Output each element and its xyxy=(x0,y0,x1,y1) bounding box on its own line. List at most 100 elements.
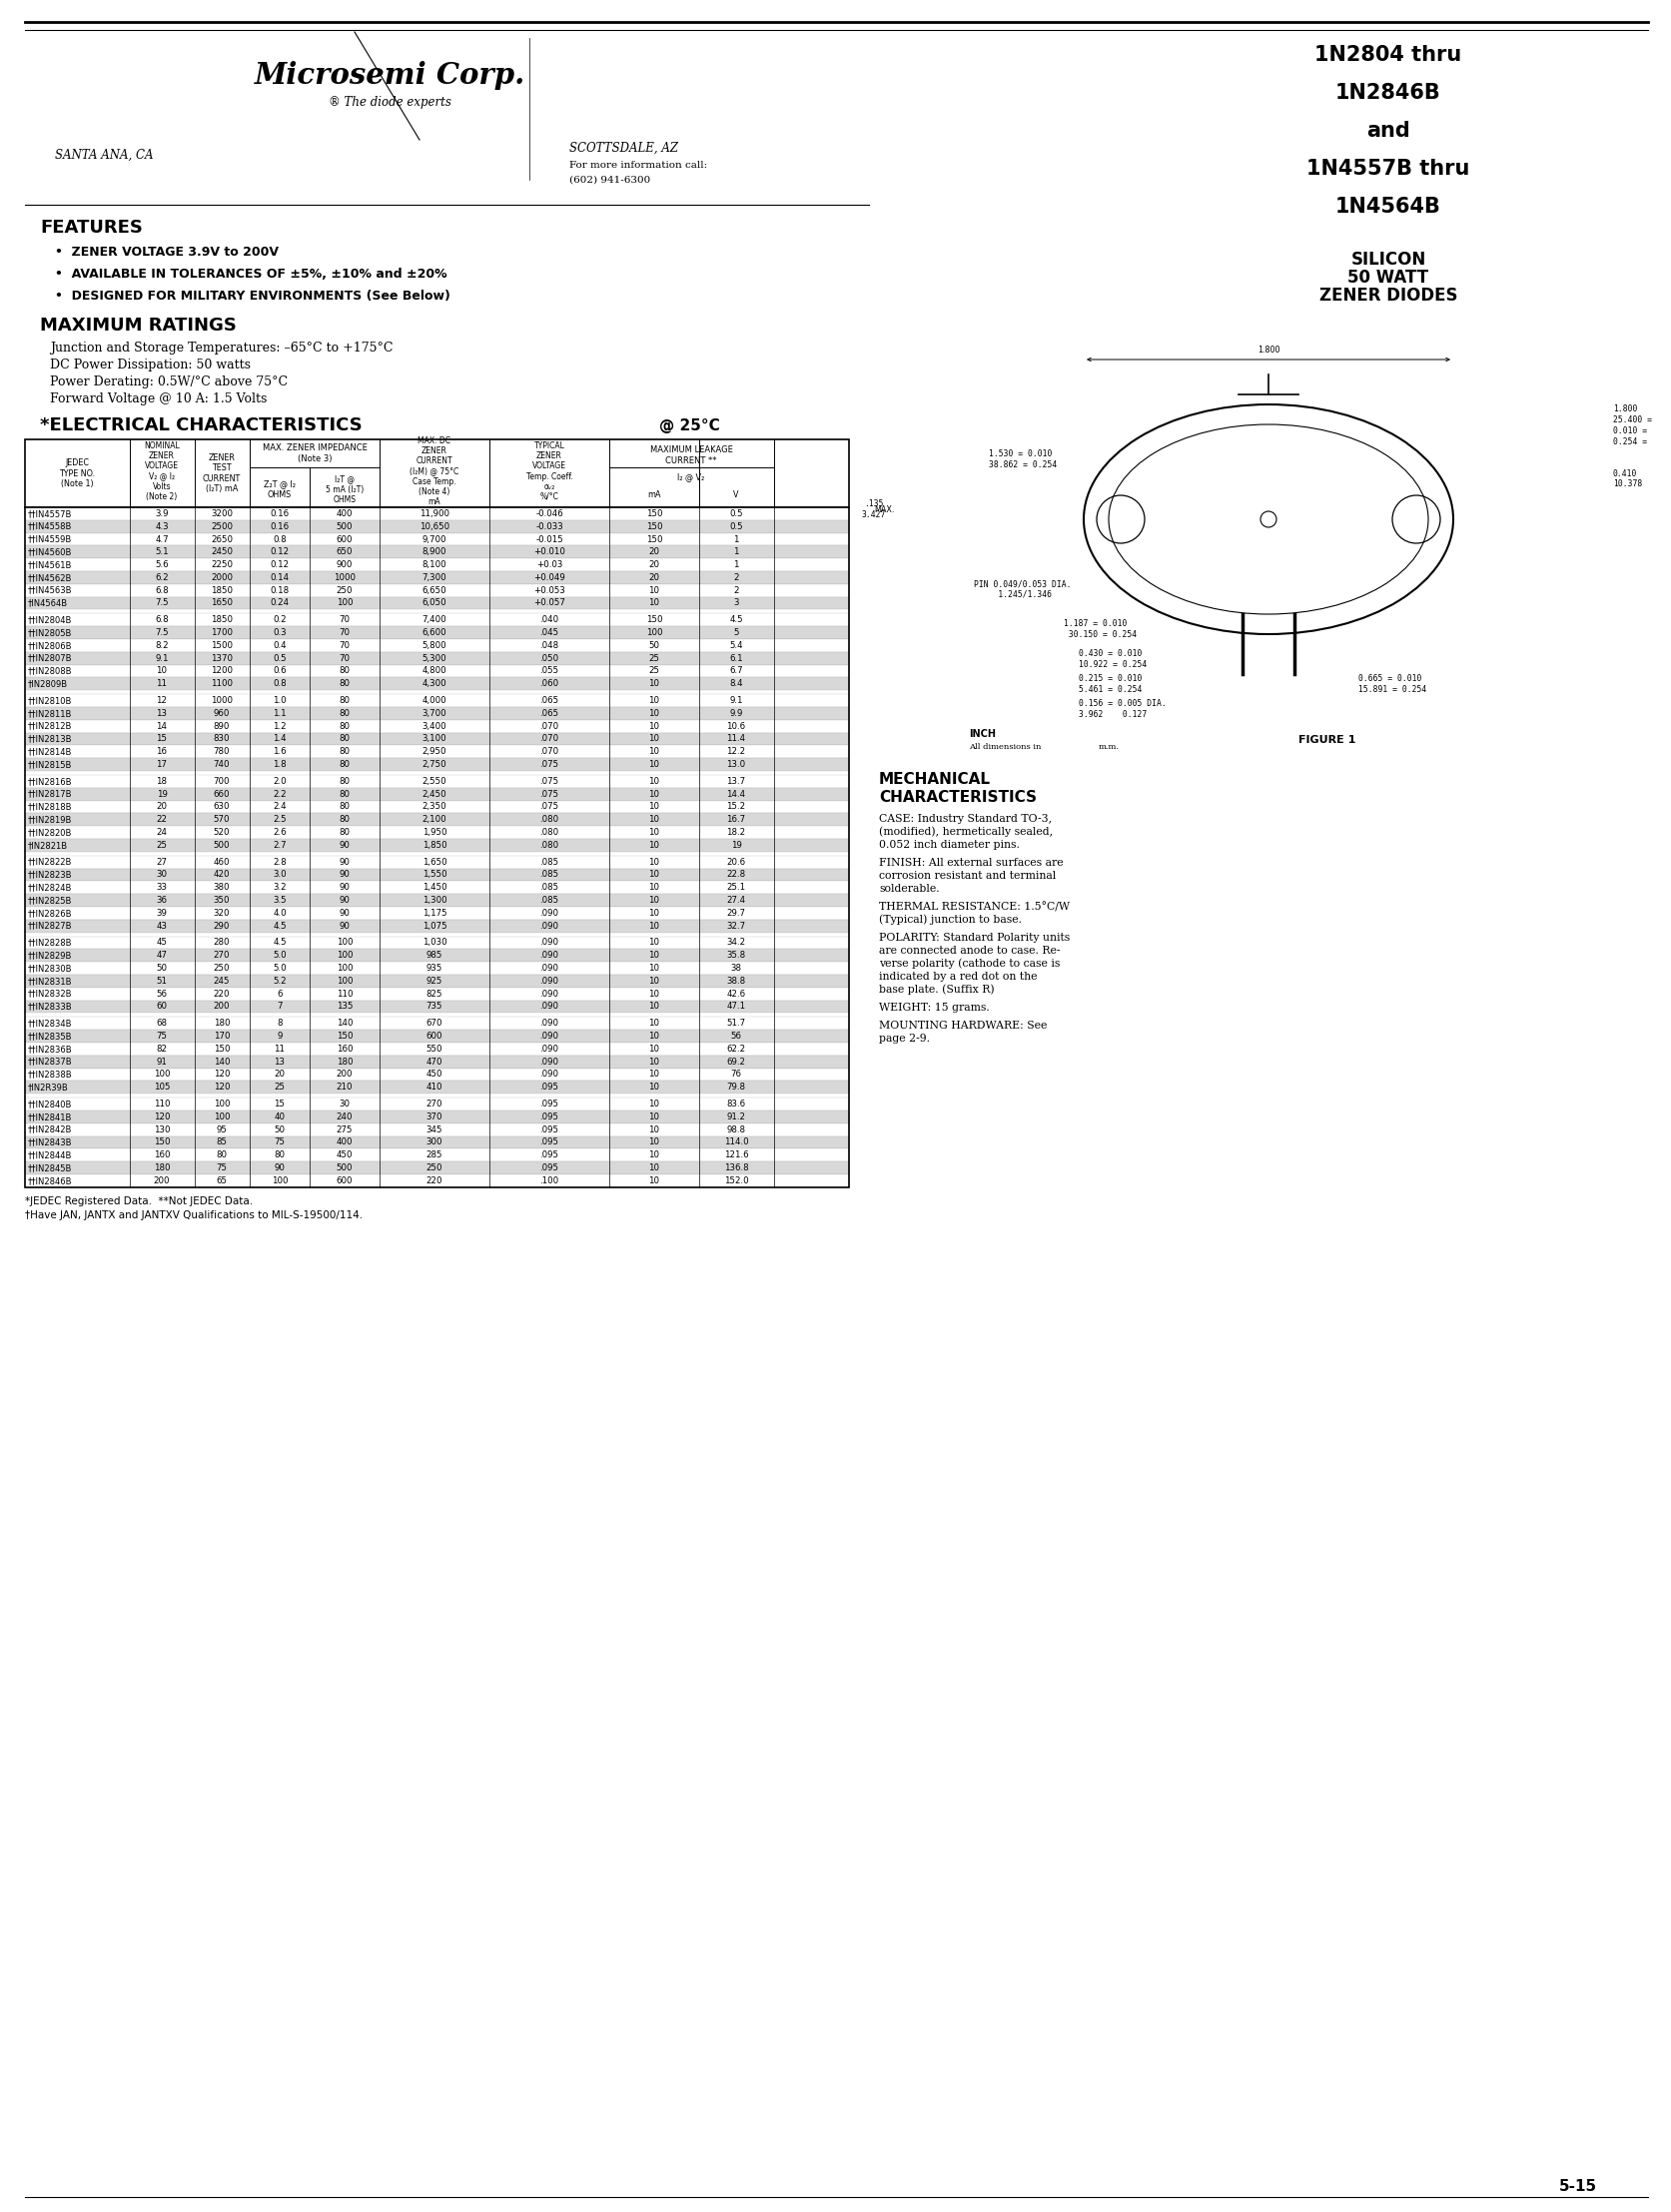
Text: 1,850: 1,850 xyxy=(423,841,446,849)
Text: mA: mA xyxy=(647,489,660,500)
Text: 935: 935 xyxy=(426,964,443,973)
Text: 200: 200 xyxy=(214,1002,231,1011)
Text: ††IN2842B: ††IN2842B xyxy=(28,1126,72,1135)
Text: 2.0: 2.0 xyxy=(272,776,286,785)
Text: 4.3: 4.3 xyxy=(155,522,169,531)
Text: 38.8: 38.8 xyxy=(727,975,745,987)
Text: .095: .095 xyxy=(540,1164,558,1172)
Text: 2,750: 2,750 xyxy=(423,761,446,770)
Text: 0.24: 0.24 xyxy=(271,599,289,608)
Text: 350: 350 xyxy=(214,896,231,905)
Text: 83.6: 83.6 xyxy=(727,1099,745,1108)
Text: PIN 0.049/0.053 DIA.
     1.245/1.346: PIN 0.049/0.053 DIA. 1.245/1.346 xyxy=(973,580,1071,599)
Text: MECHANICAL: MECHANICAL xyxy=(879,772,991,787)
Text: 19: 19 xyxy=(157,790,167,799)
Text: 10,650: 10,650 xyxy=(419,522,449,531)
Text: 105: 105 xyxy=(154,1084,170,1093)
Text: 4.5: 4.5 xyxy=(272,938,286,947)
Text: ††IN2815B: ††IN2815B xyxy=(28,761,72,770)
Text: 13.0: 13.0 xyxy=(727,761,745,770)
Text: 150: 150 xyxy=(336,1031,353,1040)
Text: 0.16: 0.16 xyxy=(271,522,289,531)
Text: 80: 80 xyxy=(339,816,349,825)
Text: 2250: 2250 xyxy=(211,560,232,568)
Bar xyxy=(25,1018,849,1031)
Text: 80: 80 xyxy=(339,761,349,770)
Text: ††IN2818B: ††IN2818B xyxy=(28,803,72,812)
Text: SILICON: SILICON xyxy=(1350,250,1425,268)
Text: 1.800: 1.800 xyxy=(1257,345,1278,354)
Text: .085: .085 xyxy=(540,858,558,867)
Text: 8.2: 8.2 xyxy=(155,641,169,650)
Bar xyxy=(25,571,849,584)
Text: 13: 13 xyxy=(155,708,167,719)
Text: 275: 275 xyxy=(336,1126,353,1135)
Text: 25: 25 xyxy=(155,841,167,849)
Text: 245: 245 xyxy=(214,975,231,987)
Text: 250: 250 xyxy=(426,1164,443,1172)
Bar xyxy=(25,695,849,708)
Bar xyxy=(25,962,849,975)
Text: 1.187 = 0.010
 30.150 = 0.254: 1.187 = 0.010 30.150 = 0.254 xyxy=(1063,619,1136,639)
Text: 3,100: 3,100 xyxy=(423,734,446,743)
Text: ††IN2812B: ††IN2812B xyxy=(28,721,72,730)
Text: @ 25°C: @ 25°C xyxy=(658,418,720,434)
Text: 400: 400 xyxy=(336,1137,353,1148)
Text: 600: 600 xyxy=(336,1177,353,1186)
Text: 50: 50 xyxy=(274,1126,286,1135)
Bar xyxy=(25,1124,849,1137)
Text: 830: 830 xyxy=(214,734,231,743)
Text: 34.2: 34.2 xyxy=(727,938,745,947)
Text: 1N2846B: 1N2846B xyxy=(1335,82,1440,104)
Text: 130: 130 xyxy=(154,1126,170,1135)
Text: corrosion resistant and terminal: corrosion resistant and terminal xyxy=(879,872,1056,880)
Bar xyxy=(25,1031,849,1042)
Text: 2.5: 2.5 xyxy=(272,816,286,825)
Text: 100: 100 xyxy=(336,938,353,947)
Text: 650: 650 xyxy=(336,549,353,557)
Text: 1.0: 1.0 xyxy=(272,697,286,706)
Text: ††IN2822B: ††IN2822B xyxy=(28,858,72,867)
Bar xyxy=(25,719,849,732)
Text: 25: 25 xyxy=(648,655,660,664)
Bar xyxy=(25,546,849,557)
Text: •  ZENER VOLTAGE 3.9V to 200V: • ZENER VOLTAGE 3.9V to 200V xyxy=(55,246,279,259)
Text: 91.2: 91.2 xyxy=(727,1113,745,1121)
Text: 10: 10 xyxy=(648,734,660,743)
Text: 2,550: 2,550 xyxy=(423,776,446,785)
Text: 600: 600 xyxy=(426,1031,443,1040)
Text: 150: 150 xyxy=(154,1137,170,1148)
Bar xyxy=(25,975,849,987)
Text: ††IN4562B: ††IN4562B xyxy=(28,573,72,582)
Text: 0.3: 0.3 xyxy=(272,628,286,637)
Bar xyxy=(25,1110,849,1124)
Text: 80: 80 xyxy=(274,1150,286,1159)
Text: Forward Voltage @ 10 A: 1.5 Volts: Forward Voltage @ 10 A: 1.5 Volts xyxy=(50,392,267,405)
Text: ††IN2825B: ††IN2825B xyxy=(28,896,72,905)
Text: 10: 10 xyxy=(648,922,660,931)
Text: 12: 12 xyxy=(155,697,167,706)
Text: 10: 10 xyxy=(648,1071,660,1079)
Bar xyxy=(25,677,849,690)
Text: ††IN2817B: ††IN2817B xyxy=(28,790,72,799)
Text: 10: 10 xyxy=(648,1113,660,1121)
Text: 140: 140 xyxy=(214,1057,231,1066)
Text: THERMAL RESISTANCE: 1.5°C/W: THERMAL RESISTANCE: 1.5°C/W xyxy=(879,902,1069,911)
Text: 12.2: 12.2 xyxy=(727,748,745,757)
Text: .095: .095 xyxy=(540,1150,558,1159)
Text: 47.1: 47.1 xyxy=(727,1002,745,1011)
Text: 11,900: 11,900 xyxy=(419,509,449,518)
Text: 90: 90 xyxy=(339,922,349,931)
Text: 1100: 1100 xyxy=(211,679,232,688)
Text: 33: 33 xyxy=(155,883,167,891)
Bar xyxy=(25,987,849,1000)
Text: 80: 80 xyxy=(339,721,349,730)
Text: 1000: 1000 xyxy=(211,697,232,706)
Text: 400: 400 xyxy=(336,509,353,518)
Text: solderable.: solderable. xyxy=(879,885,939,894)
Bar xyxy=(25,597,849,611)
Text: 68: 68 xyxy=(155,1020,167,1029)
Text: 20: 20 xyxy=(648,549,660,557)
Text: 43: 43 xyxy=(155,922,167,931)
Text: 780: 780 xyxy=(214,748,231,757)
